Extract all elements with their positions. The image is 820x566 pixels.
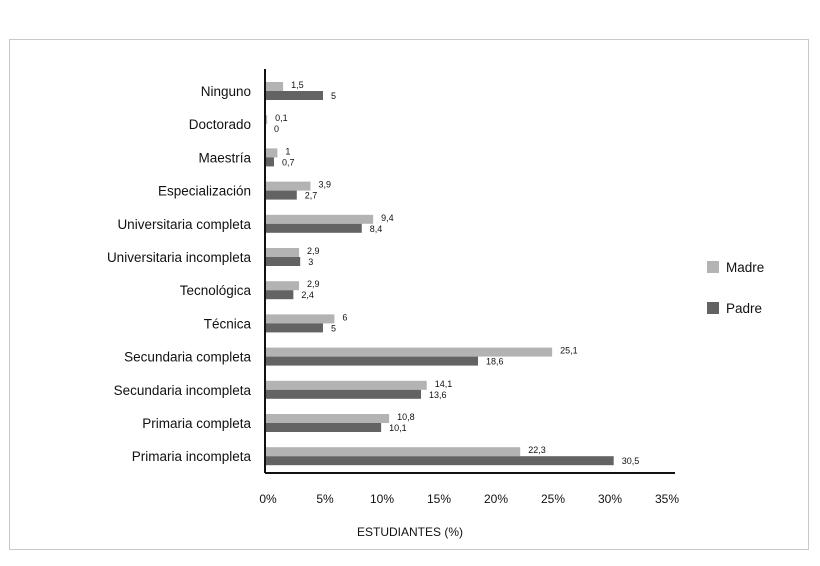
legend-label-padre: Padre [726,301,762,316]
category-label: Ninguno [201,84,251,99]
bar-madre [266,181,311,191]
data-label-padre: 10,1 [389,423,407,433]
data-label-madre: 22,3 [528,445,546,455]
bar-madre [266,281,300,291]
bar-padre [266,91,323,100]
bar-madre [266,82,284,91]
bar-madre [266,447,521,457]
x-tick-label: 15% [427,492,451,506]
category-label: Técnica [204,316,252,331]
bar-padre [266,290,294,300]
x-tick-label: 25% [541,492,565,506]
data-label-padre: 0 [274,124,279,134]
x-tick-label: 5% [316,492,334,506]
bar-madre [266,314,335,324]
category-label: Doctorado [189,117,251,132]
data-label-madre: 3,9 [318,180,331,190]
x-tick-label: 35% [655,492,679,506]
data-label-madre: 10,8 [397,412,415,422]
category-label: Primaria completa [142,416,251,431]
bar-padre [266,223,362,233]
data-label-padre: 5 [331,323,336,333]
data-label-madre: 2,9 [307,279,320,289]
legend: Madre Padre [707,260,764,316]
bar-padre [266,157,274,167]
data-label-madre: 9,4 [381,213,394,223]
bar-padre [266,423,382,432]
data-label-padre: 8,4 [370,224,383,234]
data-label-madre: 1 [285,146,290,156]
data-label-madre: 14,1 [435,379,453,389]
category-label: Secundaria incompleta [114,383,252,398]
category-label: Secundaria completa [124,350,251,365]
legend-swatch-madre [707,261,719,273]
x-tick-label: 30% [598,492,622,506]
x-tick-label: 20% [484,492,508,506]
data-label-madre: 0,1 [275,113,288,123]
data-label-padre: 2,7 [305,191,318,201]
bar-padre [266,389,422,399]
bars [266,82,614,466]
bar-madre [266,148,278,158]
bar-madre [266,414,390,423]
bar-padre [266,356,479,366]
bar-madre [266,380,427,390]
data-label-madre: 2,9 [307,246,320,256]
category-label: Primaria incompleta [132,449,252,464]
category-label: Universitaria completa [117,217,251,232]
bar-padre [266,456,614,466]
data-label-padre: 2,4 [301,290,314,300]
legend-label-madre: Madre [726,260,764,275]
x-axis-title: ESTUDIANTES (%) [357,525,463,539]
data-label-padre: 30,5 [622,456,640,466]
category-label: Maestría [198,150,251,165]
bar-padre [266,257,301,266]
data-label-padre: 3 [308,257,313,267]
x-tick-labels: 0% 5% 10% 15% 20% 25% 30% 35% [259,492,679,506]
data-label-padre: 18,6 [486,357,504,367]
data-label-padre: 0,7 [282,157,295,167]
category-label: Tecnológica [180,283,252,298]
category-label: Especialización [158,184,251,199]
bar-madre [266,347,553,357]
bar-madre [266,248,300,257]
bar-madre [266,115,268,125]
category-label: Universitaria incompleta [107,250,252,265]
data-label-padre: 13,6 [429,390,447,400]
data-label-padre: 5 [331,91,336,101]
legend-swatch-padre [707,302,719,314]
x-tick-label: 0% [259,492,277,506]
x-tick-label: 10% [370,492,394,506]
bar-padre [266,323,323,333]
data-labels: 1,550,1010,73,92,79,48,42,932,92,46525,1… [274,80,639,466]
bar-padre [266,190,297,200]
category-labels: Ninguno Doctorado Maestría Especialización U… [107,84,252,464]
data-label-madre: 25,1 [560,346,578,356]
data-label-madre: 6 [342,312,347,322]
data-label-madre: 1,5 [291,80,304,90]
bar-madre [266,214,374,224]
